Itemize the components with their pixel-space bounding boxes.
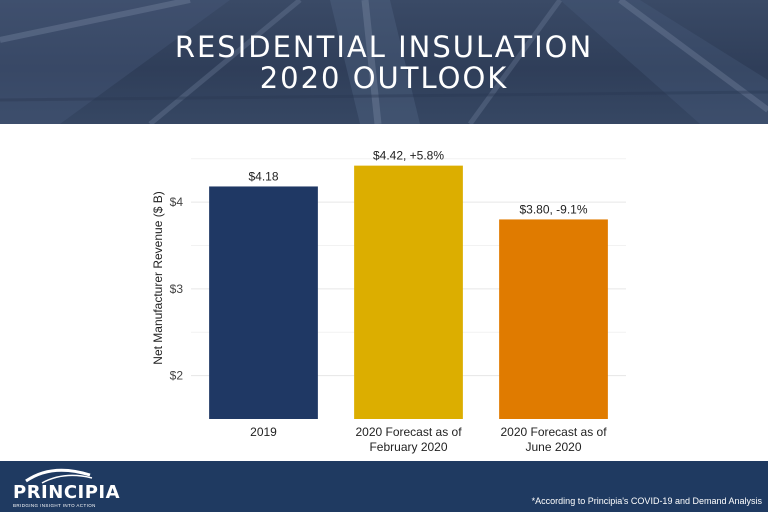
data-label: $4.42, +5.8%	[373, 149, 444, 163]
x-tick-label: February 2020	[369, 440, 447, 454]
y-tick-label: $4	[170, 195, 184, 209]
principia-logo: PRINCIPIA BRIDGING INSIGHT INTO ACTION	[12, 465, 122, 509]
footnote: *According to Principia's COVID-19 and D…	[531, 496, 762, 506]
revenue-bar-chart: $2 $3 $4 Net Manufacturer Revenue ($ B) $4.1…	[151, 149, 626, 454]
header-banner: RESIDENTIAL INSULATION 2020 OUTLOOK	[0, 0, 768, 124]
data-label: $4.18	[248, 169, 278, 183]
y-tick-label: $3	[170, 282, 184, 296]
x-tick-label: 2020 Forecast as of	[355, 425, 462, 439]
page-title-line-1: RESIDENTIAL INSULATION	[174, 30, 594, 64]
bar	[354, 165, 463, 419]
x-tick-label: June 2020	[525, 440, 581, 454]
attic-rafters-background	[0, 0, 768, 124]
x-tick-label: 2020 Forecast as of	[500, 425, 607, 439]
bar	[499, 219, 608, 419]
y-axis-label: Net Manufacturer Revenue ($ B)	[151, 191, 165, 364]
logo-arch-icon	[25, 468, 93, 484]
logo-tagline: BRIDGING INSIGHT INTO ACTION	[13, 503, 96, 508]
page-title-line-2: 2020 OUTLOOK	[259, 61, 509, 95]
footer-bar: PRINCIPIA BRIDGING INSIGHT INTO ACTION *…	[0, 461, 768, 512]
logo-wordmark: PRINCIPIA	[13, 482, 121, 503]
bar	[209, 186, 318, 419]
y-tick-label: $2	[170, 369, 184, 383]
data-label: $3.80, -9.1%	[519, 202, 587, 216]
x-tick-label: 2019	[250, 425, 277, 439]
